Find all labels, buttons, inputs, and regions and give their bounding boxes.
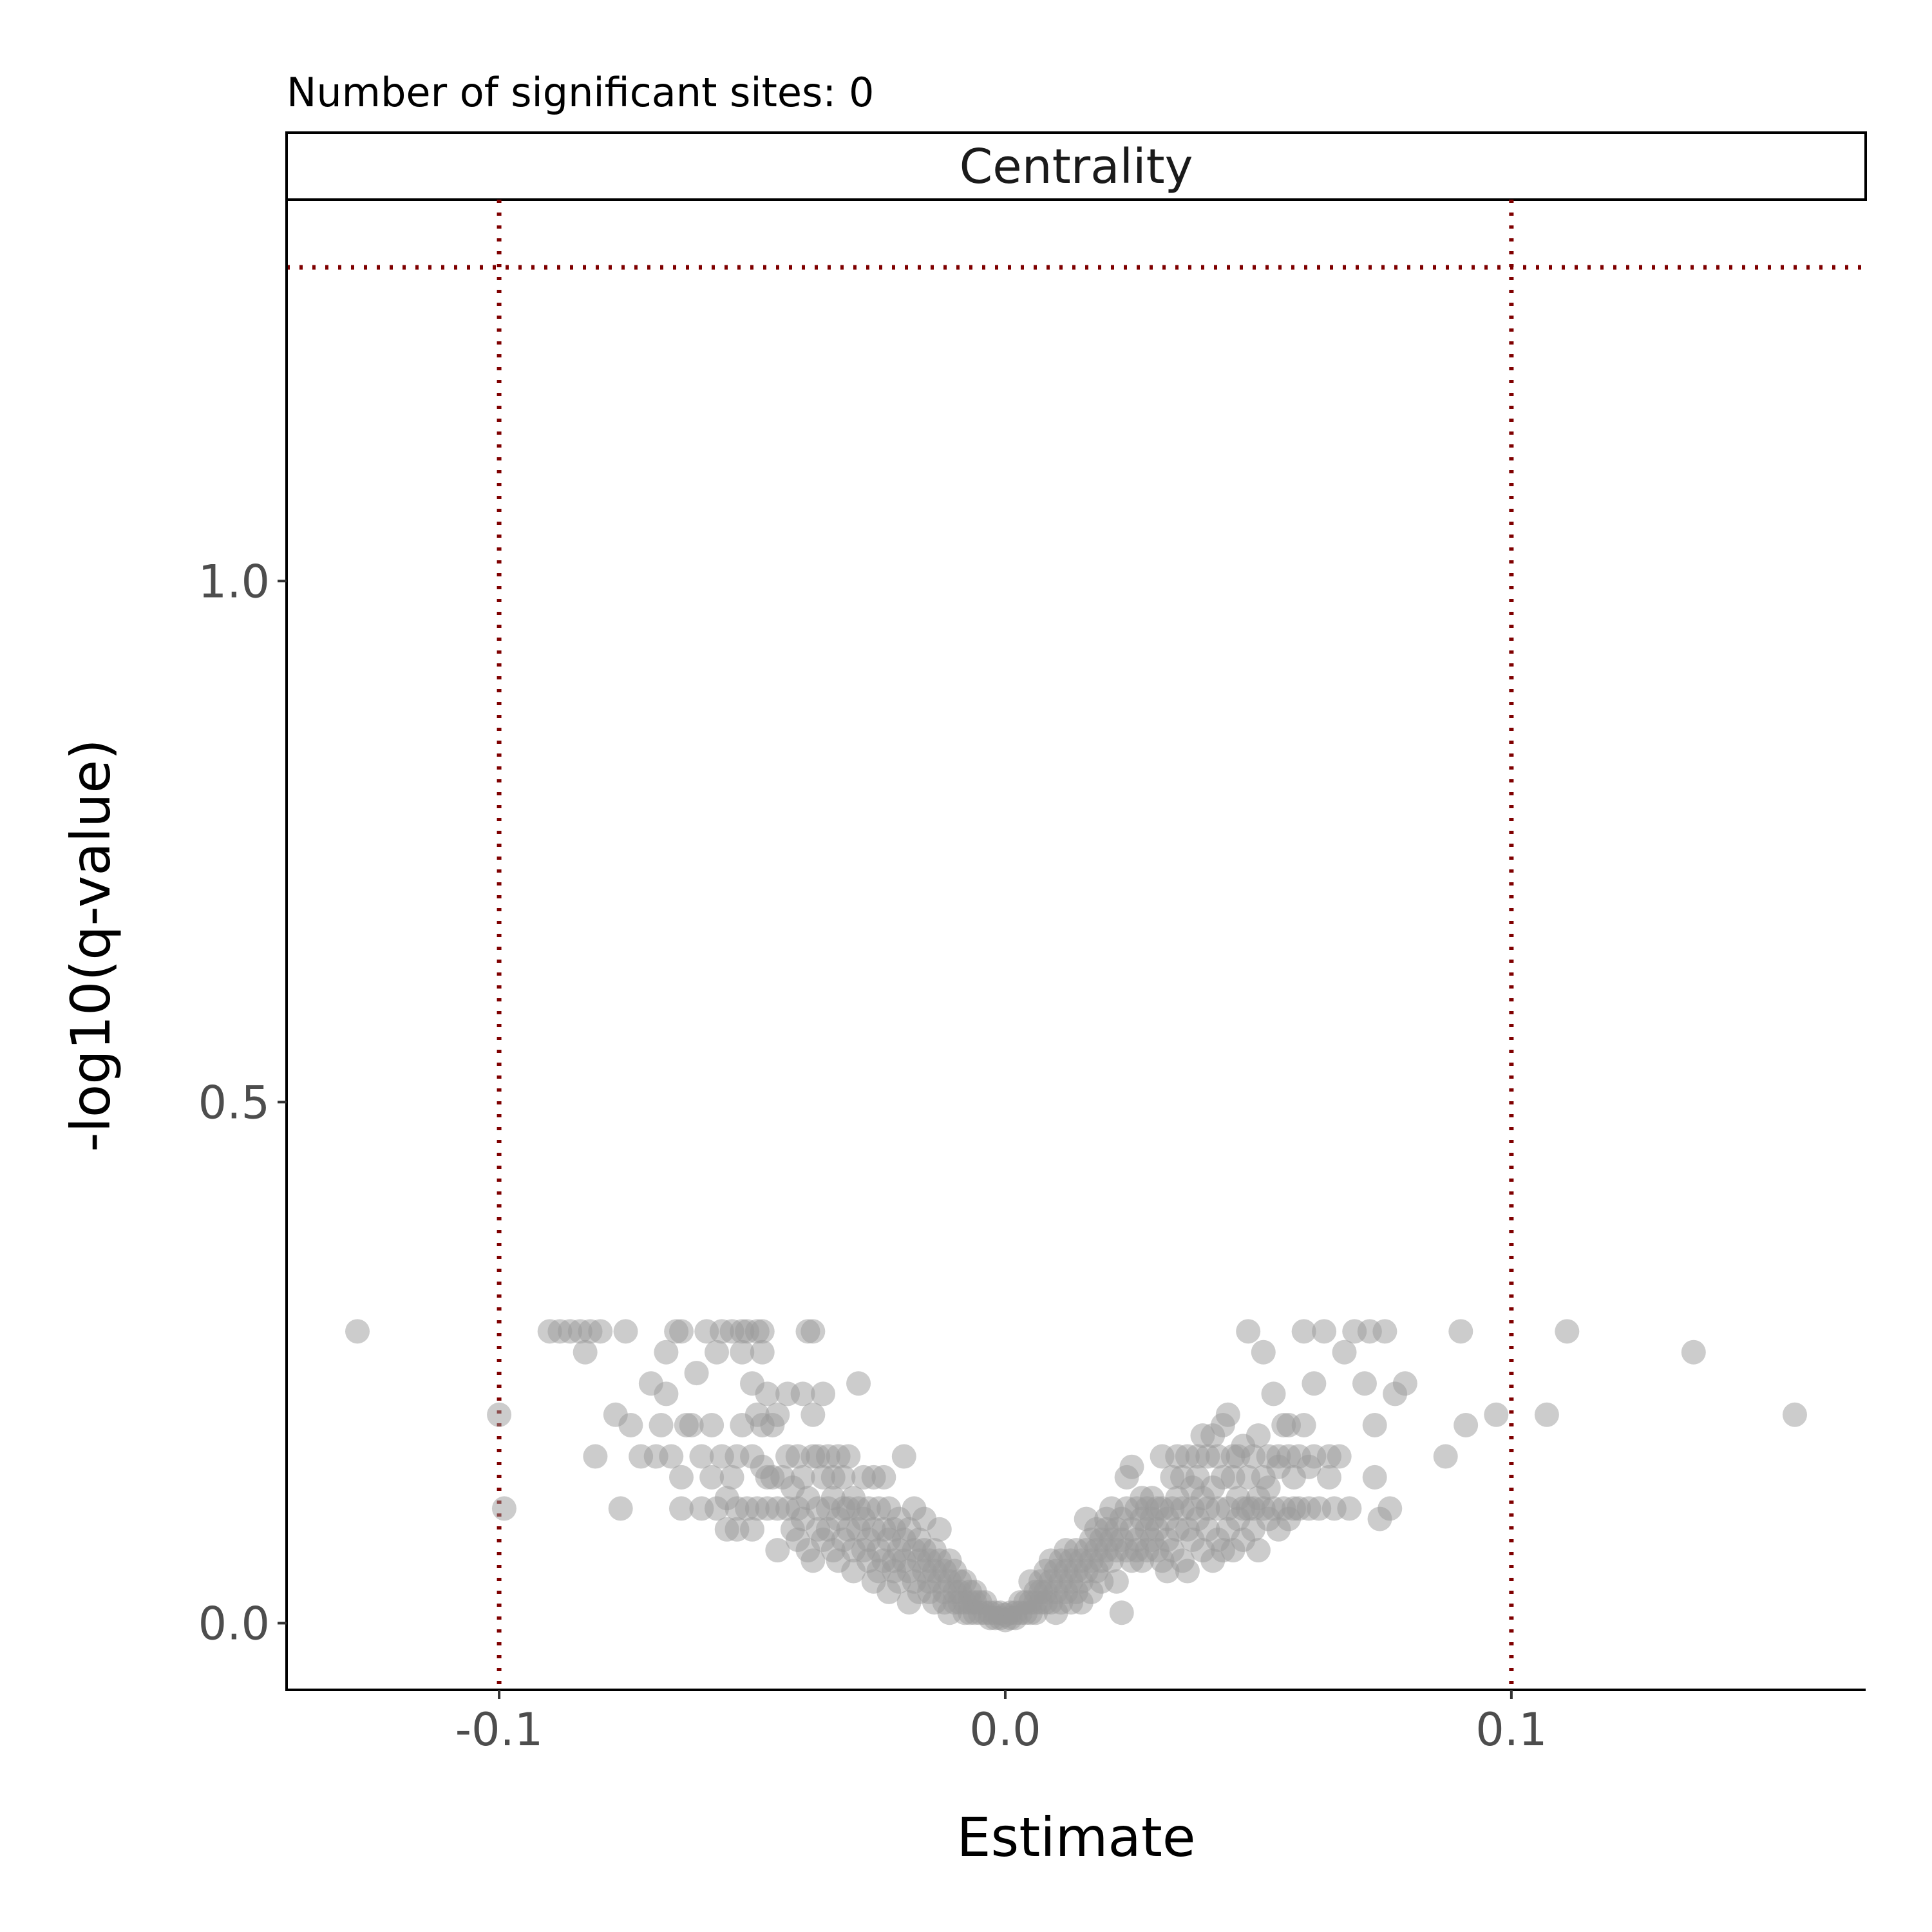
chart-subtitle: Number of significant sites: 0 [287,69,874,116]
data-point [765,1538,790,1563]
data-point [669,1319,694,1344]
reference-lines [287,200,1866,1690]
data-point [719,1464,744,1490]
data-point [1316,1464,1341,1490]
data-point [1433,1444,1458,1469]
data-point [1362,1412,1387,1437]
data-point [765,1402,790,1427]
data-point [613,1319,638,1344]
data-point [583,1444,608,1469]
x-axis-ticks: -0.1 0.0 0.1 [455,1690,1548,1756]
data-point [1392,1371,1417,1396]
x-tick-label: 0.1 [1475,1703,1547,1756]
facet-strip [285,131,1867,201]
data-point [730,1340,755,1365]
data-point [1484,1402,1509,1427]
data-point [669,1464,694,1490]
data-point [699,1464,724,1490]
data-point [669,1496,694,1521]
data-point [1555,1319,1580,1344]
data-point [654,1340,679,1365]
y-tick-label: 1.0 [198,555,270,608]
data-point [790,1381,815,1406]
data-point [750,1340,775,1365]
data-point [800,1402,826,1427]
data-point [618,1412,643,1437]
data-point [699,1412,724,1437]
data-point [1104,1569,1129,1594]
x-tick-label: 0.0 [969,1703,1041,1756]
data-point [1327,1444,1352,1469]
data-point [1245,1423,1271,1448]
data-point [927,1517,952,1542]
data-point [1251,1340,1276,1365]
data-point [800,1319,826,1344]
data-point [1448,1319,1473,1344]
data-point [811,1381,836,1406]
data-point [836,1444,861,1469]
data-point [1534,1402,1559,1427]
data-point [1352,1371,1377,1396]
data-point [1291,1412,1316,1437]
data-point [573,1340,598,1365]
data-point [831,1464,856,1490]
data-point [1291,1319,1316,1344]
data-point [1215,1402,1240,1427]
data-point [800,1548,826,1573]
data-point [684,1361,709,1386]
data-point [1119,1454,1144,1479]
data-point [679,1412,704,1437]
data-point [1332,1340,1357,1365]
data-point [790,1464,815,1490]
x-tick-label: -0.1 [455,1703,544,1756]
data-point [487,1402,512,1427]
data-point [891,1444,916,1469]
data-points [345,1319,1807,1633]
data-point [705,1340,730,1365]
data-point [654,1381,679,1406]
data-point [649,1412,674,1437]
data-point [1245,1538,1271,1563]
data-point [1681,1340,1706,1365]
y-axis-ticks: 0.0 0.5 1.0 [198,555,287,1650]
data-point [740,1517,765,1542]
data-point [1312,1319,1337,1344]
data-point [491,1496,516,1521]
data-point [1175,1558,1200,1584]
facet-strip-label: Centrality [960,139,1193,194]
data-point [1109,1600,1134,1625]
y-tick-label: 0.0 [198,1597,270,1650]
data-point [1378,1496,1403,1521]
data-point [1261,1381,1286,1406]
data-point [1454,1412,1479,1437]
data-point [846,1371,871,1396]
data-point [1256,1475,1281,1501]
data-point [755,1381,780,1406]
data-point [871,1464,896,1490]
data-point [1372,1319,1397,1344]
data-point [588,1319,613,1344]
data-point [1236,1319,1261,1344]
data-point [689,1444,714,1469]
data-point [1337,1496,1362,1521]
y-tick-label: 0.5 [198,1076,270,1129]
data-point [750,1319,775,1344]
data-point [1302,1371,1327,1396]
data-point [659,1444,684,1469]
data-point [1782,1402,1807,1427]
data-point [608,1496,633,1521]
data-point [345,1319,370,1344]
y-axis-title: -log10(q-value) [59,739,122,1152]
data-point [1362,1464,1387,1490]
x-axis-title: Estimate [956,1806,1195,1869]
